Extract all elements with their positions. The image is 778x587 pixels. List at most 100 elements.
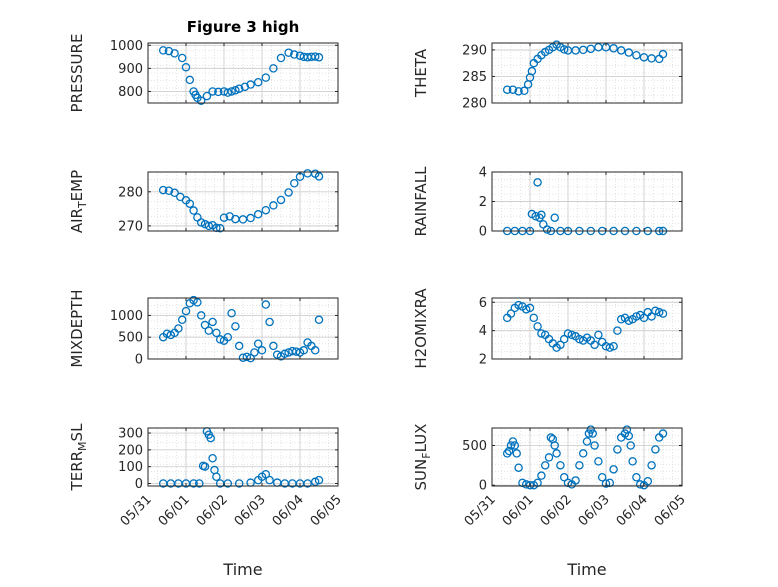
data-point (647, 312, 656, 321)
data-point (529, 313, 539, 323)
data-point (276, 53, 286, 63)
data-point (550, 213, 559, 222)
data-point (193, 213, 202, 222)
y-axis-label: SUNFLUX (412, 424, 433, 491)
y-tick-label: 0 (479, 479, 487, 494)
data-point (533, 178, 542, 187)
data-point (164, 186, 174, 196)
y-tick-label: 270 (118, 219, 143, 234)
data-point (314, 315, 324, 325)
data-point (310, 346, 320, 355)
data-point (544, 453, 554, 462)
data-point (246, 353, 255, 363)
data-point (185, 75, 195, 85)
y-tick-label: 2 (479, 353, 487, 368)
data-point (189, 479, 198, 488)
data-point (234, 84, 244, 93)
x-tick-label: 06/05 (652, 492, 689, 529)
data-point (223, 332, 233, 342)
data-point (556, 461, 565, 470)
x-tick-label: 05/31 (118, 492, 155, 529)
data-point (550, 441, 559, 450)
data-point (200, 462, 210, 471)
data-point (563, 329, 573, 338)
data-point (202, 91, 212, 101)
data-point (594, 457, 603, 466)
data-point (575, 461, 584, 470)
data-point (314, 475, 324, 485)
data-point (261, 73, 271, 82)
data-point (174, 324, 183, 333)
data-point (628, 457, 637, 466)
data-point (215, 335, 225, 344)
data-point (632, 473, 641, 482)
data-point (238, 215, 248, 224)
data-point (240, 82, 250, 92)
data-point (272, 478, 282, 487)
data-point (314, 53, 324, 62)
data-point (651, 306, 660, 316)
data-point (523, 80, 533, 89)
data-point (613, 445, 622, 454)
data-point (586, 425, 596, 434)
axes-box (147, 42, 339, 104)
y-axis-label: MIXDEPTH (68, 289, 86, 367)
data-point (284, 48, 293, 57)
x-tick-label: 06/02 (538, 492, 575, 529)
data-point (204, 326, 214, 335)
y-axis-label: THETA (412, 48, 430, 98)
data-point (540, 461, 550, 470)
data-point (643, 476, 653, 486)
data-point (290, 179, 299, 188)
subplot-8: 500 0 SUNFLUX 05/31 06/01 06/02 06/03 06/04 06/0… (412, 424, 689, 579)
data-point (299, 346, 309, 355)
y-tick-label: 4 (479, 166, 487, 181)
data-point (654, 307, 664, 317)
y-tick-label: 300 (118, 427, 143, 442)
y-tick-label: 6 (479, 296, 487, 311)
subplot-5: 1000 500 0 MIXDEPTH (68, 289, 339, 368)
data-point (578, 449, 588, 458)
x-tick-label: 06/05 (308, 492, 345, 529)
data-point (632, 50, 641, 60)
data-point (584, 429, 594, 438)
data-point (223, 88, 233, 97)
axes-box (147, 171, 339, 232)
data-point (208, 87, 217, 96)
data-point (234, 479, 244, 488)
data-point (295, 51, 305, 60)
subplot-4: 4 2 0 RAINFALL (412, 166, 683, 240)
data-point (504, 446, 514, 456)
y-tick-label: 1000 (110, 39, 143, 54)
x-tick-label: 06/01 (500, 492, 537, 529)
subplot-6: 6 4 2 H2OMIXRA (412, 288, 683, 369)
data-point (527, 66, 537, 76)
data-point (514, 87, 523, 96)
data-point (261, 205, 271, 215)
data-point (567, 330, 577, 340)
y-tick-label: 280 (462, 97, 487, 112)
data-point (212, 223, 221, 233)
data-point (193, 298, 202, 307)
data-point (204, 221, 214, 231)
data-point (605, 343, 615, 352)
data-point (647, 461, 656, 470)
data-point (613, 326, 622, 335)
data-point (196, 96, 206, 105)
data-point (208, 454, 217, 463)
data-point (510, 441, 520, 450)
data-point (250, 348, 259, 357)
axes-box (491, 42, 683, 104)
data-point (170, 49, 179, 58)
x-tick-label: 06/02 (194, 492, 231, 529)
data-point (212, 472, 221, 482)
subplot-1: 1000 900 800 PRESSURE Figure 3 high (68, 18, 339, 112)
data-point (514, 300, 523, 310)
data-point (227, 308, 236, 318)
x-tick-label: 06/04 (270, 492, 307, 529)
data-point (654, 54, 664, 64)
y-tick-label: 1000 (110, 309, 143, 324)
data-point (181, 62, 191, 72)
